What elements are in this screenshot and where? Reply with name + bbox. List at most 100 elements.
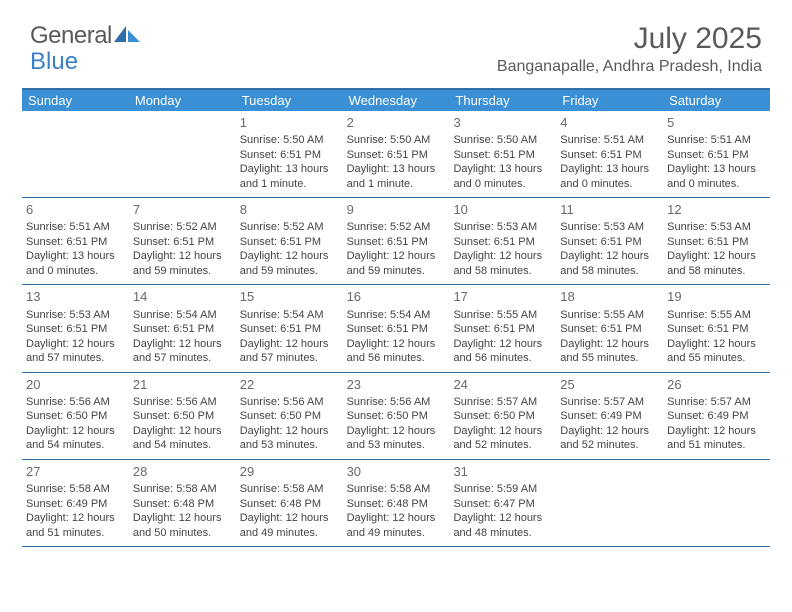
sunset-text: Sunset: 6:51 PM xyxy=(240,235,339,250)
sunset-text: Sunset: 6:51 PM xyxy=(453,148,552,163)
daylight-text: Daylight: 12 hours and 57 minutes. xyxy=(133,337,232,366)
day-cell: 30Sunrise: 5:58 AMSunset: 6:48 PMDayligh… xyxy=(343,460,450,546)
dow-row: SundayMondayTuesdayWednesdayThursdayFrid… xyxy=(22,90,770,111)
day-number: 25 xyxy=(560,376,659,393)
day-number: 31 xyxy=(453,463,552,480)
sunrise-text: Sunrise: 5:51 AM xyxy=(667,133,766,148)
day-cell: 25Sunrise: 5:57 AMSunset: 6:49 PMDayligh… xyxy=(556,373,663,459)
sunrise-text: Sunrise: 5:54 AM xyxy=(133,308,232,323)
sunrise-text: Sunrise: 5:53 AM xyxy=(667,220,766,235)
sunrise-text: Sunrise: 5:59 AM xyxy=(453,482,552,497)
sunrise-text: Sunrise: 5:57 AM xyxy=(560,395,659,410)
day-cell: 26Sunrise: 5:57 AMSunset: 6:49 PMDayligh… xyxy=(663,373,770,459)
day-cell: 27Sunrise: 5:58 AMSunset: 6:49 PMDayligh… xyxy=(22,460,129,546)
day-cell: 18Sunrise: 5:55 AMSunset: 6:51 PMDayligh… xyxy=(556,285,663,371)
day-cell-empty xyxy=(663,460,770,546)
day-cell: 8 Sunrise: 5:52 AMSunset: 6:51 PMDaylight… xyxy=(236,198,343,284)
day-cell: 28Sunrise: 5:58 AMSunset: 6:48 PMDayligh… xyxy=(129,460,236,546)
day-cell: 13Sunrise: 5:53 AMSunset: 6:51 PMDayligh… xyxy=(22,285,129,371)
day-number: 15 xyxy=(240,288,339,305)
day-number: 1 xyxy=(240,114,339,131)
sunset-text: Sunset: 6:51 PM xyxy=(667,322,766,337)
day-number: 3 xyxy=(453,114,552,131)
day-cell: 21Sunrise: 5:56 AMSunset: 6:50 PMDayligh… xyxy=(129,373,236,459)
day-number: 29 xyxy=(240,463,339,480)
day-number: 10 xyxy=(453,201,552,218)
day-cell: 5Sunrise: 5:51 AMSunset: 6:51 PMDaylight… xyxy=(663,111,770,197)
daylight-text: Daylight: 12 hours and 55 minutes. xyxy=(667,337,766,366)
sunrise-text: Sunrise: 5:50 AM xyxy=(453,133,552,148)
sunset-text: Sunset: 6:49 PM xyxy=(26,497,125,512)
sunset-text: Sunset: 6:51 PM xyxy=(560,322,659,337)
day-cell: 22Sunrise: 5:56 AMSunset: 6:50 PMDayligh… xyxy=(236,373,343,459)
sunrise-text: Sunrise: 5:56 AM xyxy=(133,395,232,410)
day-number: 8 xyxy=(240,201,339,218)
daylight-text: Daylight: 12 hours and 56 minutes. xyxy=(347,337,446,366)
day-cell: 15Sunrise: 5:54 AMSunset: 6:51 PMDayligh… xyxy=(236,285,343,371)
daylight-text: Daylight: 12 hours and 52 minutes. xyxy=(453,424,552,453)
day-cell: 14Sunrise: 5:54 AMSunset: 6:51 PMDayligh… xyxy=(129,285,236,371)
day-number: 11 xyxy=(560,201,659,218)
day-number: 14 xyxy=(133,288,232,305)
daylight-text: Daylight: 13 hours and 1 minute. xyxy=(240,162,339,191)
daylight-text: Daylight: 12 hours and 52 minutes. xyxy=(560,424,659,453)
daylight-text: Daylight: 12 hours and 59 minutes. xyxy=(347,249,446,278)
sunrise-text: Sunrise: 5:51 AM xyxy=(560,133,659,148)
daylight-text: Daylight: 12 hours and 59 minutes. xyxy=(240,249,339,278)
month-title: July 2025 xyxy=(497,22,762,56)
daylight-text: Daylight: 12 hours and 49 minutes. xyxy=(240,511,339,540)
daylight-text: Daylight: 12 hours and 54 minutes. xyxy=(26,424,125,453)
sunset-text: Sunset: 6:51 PM xyxy=(560,235,659,250)
day-cell: 1Sunrise: 5:50 AMSunset: 6:51 PMDaylight… xyxy=(236,111,343,197)
day-cell: 6Sunrise: 5:51 AMSunset: 6:51 PMDaylight… xyxy=(22,198,129,284)
title-block: July 2025 Banganapalle, Andhra Pradesh, … xyxy=(497,22,762,76)
day-cell: 20Sunrise: 5:56 AMSunset: 6:50 PMDayligh… xyxy=(22,373,129,459)
daylight-text: Daylight: 12 hours and 57 minutes. xyxy=(240,337,339,366)
sail-icon xyxy=(114,24,140,44)
week-row: 13Sunrise: 5:53 AMSunset: 6:51 PMDayligh… xyxy=(22,285,770,372)
day-number: 27 xyxy=(26,463,125,480)
sunset-text: Sunset: 6:51 PM xyxy=(347,322,446,337)
day-number: 22 xyxy=(240,376,339,393)
sunset-text: Sunset: 6:48 PM xyxy=(240,497,339,512)
sunrise-text: Sunrise: 5:52 AM xyxy=(347,220,446,235)
sunset-text: Sunset: 6:51 PM xyxy=(26,322,125,337)
day-cell: 12Sunrise: 5:53 AMSunset: 6:51 PMDayligh… xyxy=(663,198,770,284)
day-number: 30 xyxy=(347,463,446,480)
sunrise-text: Sunrise: 5:55 AM xyxy=(667,308,766,323)
week-row: 6Sunrise: 5:51 AMSunset: 6:51 PMDaylight… xyxy=(22,198,770,285)
sunset-text: Sunset: 6:51 PM xyxy=(560,148,659,163)
sunrise-text: Sunrise: 5:54 AM xyxy=(347,308,446,323)
daylight-text: Daylight: 12 hours and 57 minutes. xyxy=(26,337,125,366)
daylight-text: Daylight: 13 hours and 0 minutes. xyxy=(26,249,125,278)
sunset-text: Sunset: 6:50 PM xyxy=(26,409,125,424)
brand-part1: General xyxy=(30,22,112,50)
day-cell: 24Sunrise: 5:57 AMSunset: 6:50 PMDayligh… xyxy=(449,373,556,459)
day-number: 23 xyxy=(347,376,446,393)
sunrise-text: Sunrise: 5:52 AM xyxy=(240,220,339,235)
day-number: 9 xyxy=(347,201,446,218)
sunset-text: Sunset: 6:50 PM xyxy=(347,409,446,424)
sunset-text: Sunset: 6:51 PM xyxy=(453,235,552,250)
sunset-text: Sunset: 6:50 PM xyxy=(453,409,552,424)
sunrise-text: Sunrise: 5:53 AM xyxy=(560,220,659,235)
day-number: 18 xyxy=(560,288,659,305)
day-cell: 19Sunrise: 5:55 AMSunset: 6:51 PMDayligh… xyxy=(663,285,770,371)
sunrise-text: Sunrise: 5:56 AM xyxy=(240,395,339,410)
sunrise-text: Sunrise: 5:55 AM xyxy=(560,308,659,323)
sunrise-text: Sunrise: 5:56 AM xyxy=(26,395,125,410)
day-number: 24 xyxy=(453,376,552,393)
sunrise-text: Sunrise: 5:53 AM xyxy=(453,220,552,235)
calendar: SundayMondayTuesdayWednesdayThursdayFrid… xyxy=(22,88,770,547)
day-number: 12 xyxy=(667,201,766,218)
sunset-text: Sunset: 6:51 PM xyxy=(667,148,766,163)
daylight-text: Daylight: 12 hours and 48 minutes. xyxy=(453,511,552,540)
sunset-text: Sunset: 6:51 PM xyxy=(347,235,446,250)
dow-monday: Monday xyxy=(129,90,236,111)
sunrise-text: Sunrise: 5:58 AM xyxy=(240,482,339,497)
dow-saturday: Saturday xyxy=(663,90,770,111)
day-number: 5 xyxy=(667,114,766,131)
day-cell: 10 Sunrise: 5:53 AMSunset: 6:51 PMDayligh… xyxy=(449,198,556,284)
daylight-text: Daylight: 12 hours and 58 minutes. xyxy=(453,249,552,278)
day-number: 2 xyxy=(347,114,446,131)
